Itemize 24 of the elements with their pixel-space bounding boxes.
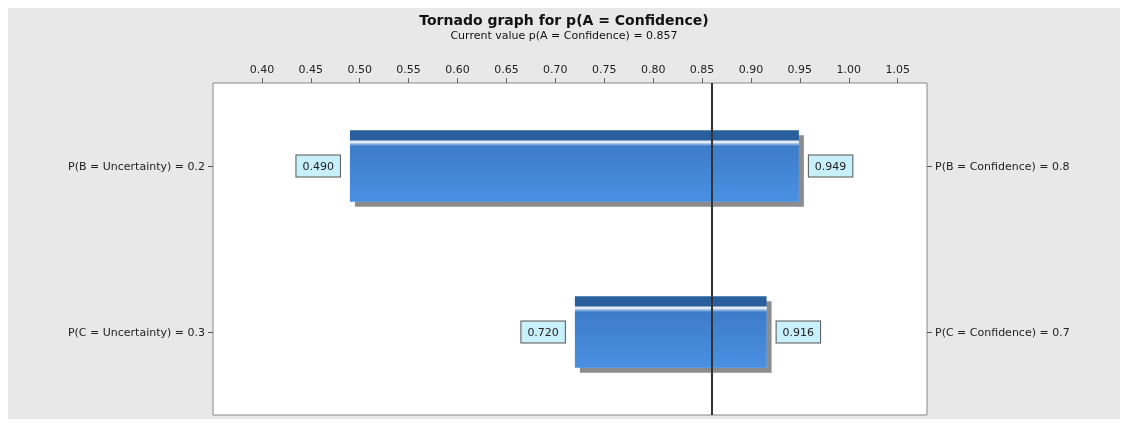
text: P(B = Confidence) = 0.8 <box>935 159 1070 173</box>
x-tick-label: 0.70 <box>543 63 568 76</box>
x-tick-label: 0.95 <box>787 63 813 76</box>
annotation: 0.720 <box>527 325 559 339</box>
chart-subtitle: Current value p(A = Confidence) = 0.857 <box>450 29 678 42</box>
x-tick-label: 0.80 <box>640 63 666 76</box>
x-tick-label: 0.90 <box>738 63 764 76</box>
x-tick-label: 0.65 <box>494 63 519 76</box>
x-tick-label: 1.00 <box>836 63 861 76</box>
y-tick-label: P(C = Uncertainty) = 0.3 <box>67 325 205 339</box>
x-tick-label: 0.85 <box>689 63 715 76</box>
x-tick-label: 1.05 <box>885 63 910 76</box>
y-tick-label: P(B = Uncertainty) = 0.2 <box>68 159 205 173</box>
x-tick-label: 0.40 <box>249 63 275 76</box>
text: P(C = Confidence) = 0.7 <box>935 325 1070 339</box>
annotation: 0.916 <box>782 325 815 339</box>
x-tick-label: 0.50 <box>347 63 372 76</box>
x-tick-label: 0.75 <box>591 63 617 76</box>
annotation: 0.949 <box>814 159 847 173</box>
x-tick-label: 0.45 <box>298 63 324 76</box>
annotation: 0.490 <box>302 159 334 173</box>
x-tick-label: 0.60 <box>445 63 470 76</box>
chart-title: Tornado graph for p(A = Confidence) <box>419 12 709 28</box>
x-tick-label: 0.55 <box>396 63 421 76</box>
